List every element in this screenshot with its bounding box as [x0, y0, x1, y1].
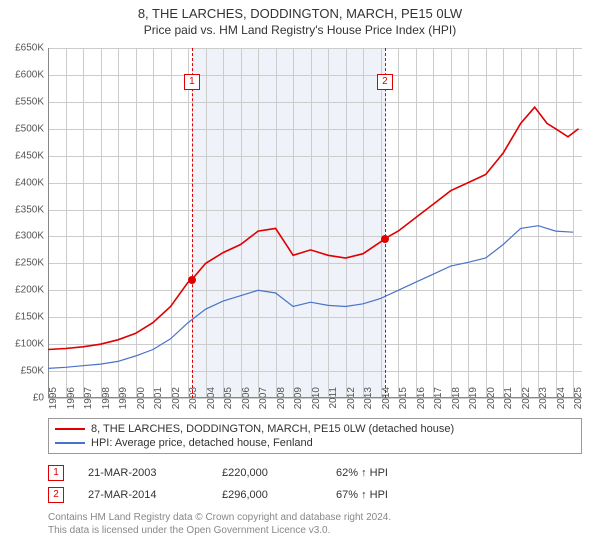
- y-tick-label: £500K: [0, 123, 44, 134]
- sale-row: 1 21-MAR-2003 £220,000 62% ↑ HPI: [48, 462, 426, 484]
- y-tick-label: £0: [0, 393, 44, 404]
- legend-label: HPI: Average price, detached house, Fenl…: [91, 437, 313, 449]
- sale-relative-hpi: 67% ↑ HPI: [336, 489, 426, 501]
- footnote: Contains HM Land Registry data © Crown c…: [48, 512, 391, 537]
- sale-relative-hpi: 62% ↑ HPI: [336, 467, 426, 479]
- y-tick-label: £50K: [0, 366, 44, 377]
- sale-price: £220,000: [222, 467, 312, 479]
- y-tick-label: £300K: [0, 231, 44, 242]
- legend-swatch: [55, 428, 85, 430]
- footnote-line: Contains HM Land Registry data © Crown c…: [48, 512, 391, 525]
- y-tick-label: £200K: [0, 285, 44, 296]
- y-tick-label: £250K: [0, 258, 44, 269]
- legend-label: 8, THE LARCHES, DODDINGTON, MARCH, PE15 …: [91, 423, 454, 435]
- footnote-line: This data is licensed under the Open Gov…: [48, 525, 391, 538]
- y-tick-label: £650K: [0, 43, 44, 54]
- sale-row: 2 27-MAR-2014 £296,000 67% ↑ HPI: [48, 484, 426, 506]
- legend-swatch: [55, 442, 85, 444]
- y-tick-label: £100K: [0, 339, 44, 350]
- line-series-svg: [48, 48, 582, 398]
- chart-title: 8, THE LARCHES, DODDINGTON, MARCH, PE15 …: [0, 0, 600, 23]
- chart-container: 8, THE LARCHES, DODDINGTON, MARCH, PE15 …: [0, 0, 600, 560]
- y-tick-label: £600K: [0, 69, 44, 80]
- sale-date: 21-MAR-2003: [88, 467, 198, 479]
- legend-row: HPI: Average price, detached house, Fenl…: [55, 436, 575, 450]
- y-tick-label: £400K: [0, 177, 44, 188]
- y-tick-label: £150K: [0, 312, 44, 323]
- sale-price: £296,000: [222, 489, 312, 501]
- plot-area: £0£50K£100K£150K£200K£250K£300K£350K£400…: [48, 48, 582, 398]
- legend: 8, THE LARCHES, DODDINGTON, MARCH, PE15 …: [48, 418, 582, 454]
- y-tick-label: £450K: [0, 150, 44, 161]
- legend-row: 8, THE LARCHES, DODDINGTON, MARCH, PE15 …: [55, 422, 575, 436]
- sale-number-box: 1: [48, 465, 64, 481]
- series-line: [48, 107, 579, 349]
- y-tick-label: £350K: [0, 204, 44, 215]
- sale-number-box: 2: [48, 487, 64, 503]
- sale-date: 27-MAR-2014: [88, 489, 198, 501]
- series-line: [48, 226, 573, 369]
- y-tick-label: £550K: [0, 96, 44, 107]
- chart-subtitle: Price paid vs. HM Land Registry's House …: [0, 23, 600, 37]
- sales-table: 1 21-MAR-2003 £220,000 62% ↑ HPI 2 27-MAR-201…: [48, 462, 426, 506]
